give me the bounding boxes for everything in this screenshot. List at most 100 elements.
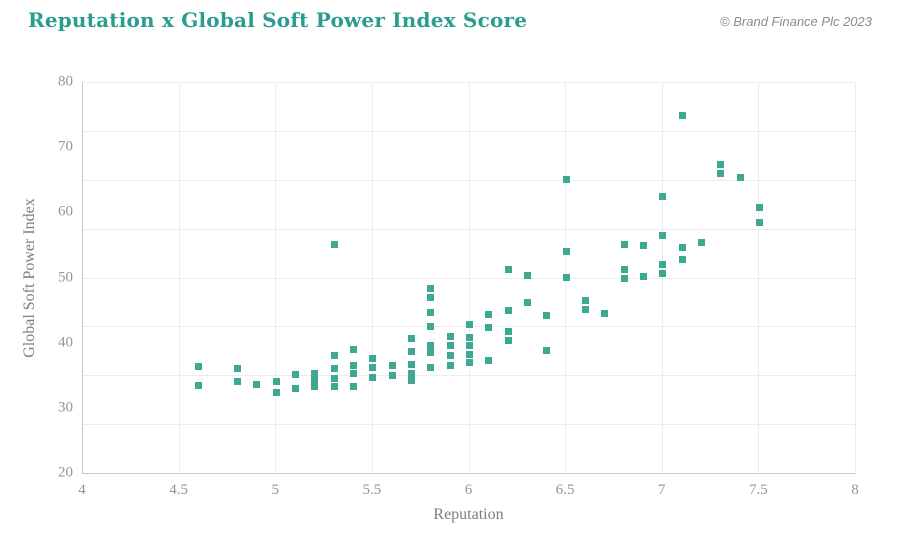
h-gridline <box>83 130 856 132</box>
x-tick-label: 6.5 <box>555 482 575 498</box>
h-gridline <box>83 277 856 279</box>
data-point <box>195 362 203 370</box>
h-gridline <box>83 82 856 83</box>
y-tick-label: 40 <box>58 334 73 351</box>
data-point <box>388 361 396 369</box>
data-point <box>388 371 396 379</box>
data-point <box>292 371 300 379</box>
data-point <box>620 275 628 283</box>
data-point <box>234 378 242 386</box>
attribution: © Brand Finance Plc 2023 <box>720 14 872 29</box>
data-point <box>717 161 725 169</box>
data-point <box>717 169 725 177</box>
data-point <box>639 272 647 280</box>
data-point <box>466 342 473 350</box>
data-point <box>427 363 435 371</box>
data-point <box>330 351 338 359</box>
data-point <box>659 270 667 278</box>
data-point <box>581 305 589 313</box>
data-point <box>446 361 454 369</box>
x-tick-label: 4.5 <box>169 482 188 498</box>
h-gridline <box>83 424 856 426</box>
data-point <box>678 112 686 120</box>
y-tick-label: 50 <box>58 269 73 285</box>
data-point <box>504 328 512 336</box>
data-point <box>485 324 493 332</box>
data-point <box>581 296 589 304</box>
data-point <box>272 378 280 386</box>
y-tick-label: 70 <box>58 138 73 155</box>
v-gridline <box>468 82 470 473</box>
data-point <box>659 193 667 201</box>
data-point <box>504 336 512 344</box>
data-point <box>427 309 435 317</box>
data-point <box>369 354 377 362</box>
y-tick-label: 60 <box>58 203 73 220</box>
data-point <box>697 238 705 246</box>
x-tick-label: 4 <box>78 482 86 498</box>
data-point <box>427 341 435 349</box>
data-point <box>234 364 242 372</box>
data-point <box>446 352 454 360</box>
data-point <box>485 357 493 365</box>
h-gridline <box>83 228 856 230</box>
data-point <box>311 376 319 384</box>
data-point <box>523 272 531 280</box>
data-point <box>330 375 338 382</box>
plot-area <box>82 82 856 474</box>
h-gridline <box>83 179 856 181</box>
x-tick-label: 5 <box>271 482 280 498</box>
data-point <box>369 363 377 371</box>
data-point <box>330 383 338 391</box>
data-point <box>620 240 628 248</box>
data-point <box>292 384 300 392</box>
data-point <box>195 381 203 389</box>
x-tick-label: 7 <box>658 482 666 498</box>
data-point <box>659 231 667 239</box>
data-point <box>562 274 570 281</box>
data-point <box>350 370 358 378</box>
data-point <box>601 309 609 317</box>
y-tick-label: 80 <box>58 73 73 90</box>
data-point <box>427 293 435 301</box>
data-point <box>253 380 261 388</box>
data-point <box>446 332 454 340</box>
x-tick-label: 5.5 <box>362 482 382 498</box>
v-gridline <box>371 82 373 473</box>
data-point <box>408 348 416 356</box>
data-point <box>466 320 473 328</box>
y-tick-label: 20 <box>58 464 73 481</box>
x-tick-label: 8 <box>851 482 859 498</box>
data-point <box>369 374 377 382</box>
data-point <box>408 360 416 368</box>
data-point <box>543 311 551 319</box>
data-point <box>311 383 319 391</box>
data-point <box>330 364 338 372</box>
data-point <box>755 218 763 226</box>
v-gridline <box>178 82 180 473</box>
chart-title: Reputation x Global Soft Power Index Sco… <box>28 8 528 32</box>
data-point <box>466 333 473 341</box>
data-point <box>427 322 435 330</box>
data-point <box>485 311 493 319</box>
data-point <box>408 370 416 378</box>
data-point <box>504 266 512 274</box>
data-point <box>659 260 667 268</box>
data-point <box>562 175 570 183</box>
y-tick-label: 30 <box>58 399 73 416</box>
data-point <box>466 358 473 366</box>
data-point <box>427 348 435 356</box>
data-point <box>523 298 531 306</box>
data-point <box>272 389 280 397</box>
h-gridline <box>83 375 856 377</box>
x-tick-label: 7.5 <box>749 482 768 498</box>
data-point <box>678 244 686 252</box>
data-point <box>330 241 338 249</box>
data-point <box>350 346 358 354</box>
data-point <box>466 350 473 358</box>
data-point <box>562 247 570 255</box>
data-point <box>350 382 358 390</box>
data-point <box>408 335 416 343</box>
data-point <box>620 266 628 274</box>
